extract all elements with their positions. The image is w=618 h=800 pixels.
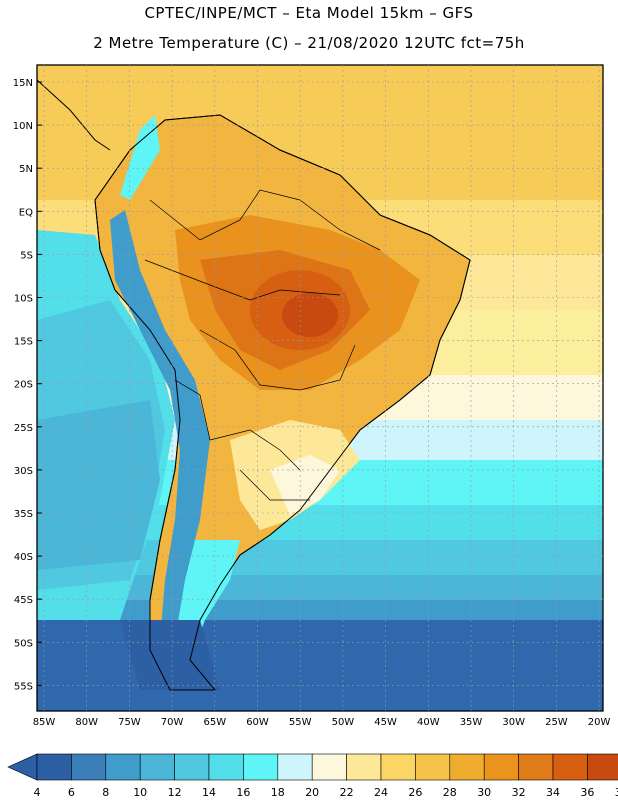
colorbar-swatch	[277, 753, 313, 781]
colorbar-swatch	[518, 753, 554, 781]
lat-label: 15N	[13, 78, 33, 89]
lon-label: 85W	[33, 717, 56, 728]
colorbar-label: 4	[34, 786, 41, 799]
map-frame	[36, 64, 604, 712]
colorbar-label: 36	[580, 786, 594, 799]
lat-label: 35S	[14, 509, 33, 520]
lat-label: 10N	[13, 121, 33, 132]
lat-label: 20S	[14, 380, 33, 391]
colorbar-swatch	[36, 753, 72, 781]
lon-label: 75W	[118, 717, 141, 728]
colorbar-label: 34	[546, 786, 560, 799]
colorbar-swatch	[552, 753, 588, 781]
lon-label: 60W	[246, 717, 269, 728]
lat-label: 45S	[14, 595, 33, 606]
colorbar-swatch	[139, 753, 175, 781]
colorbar-label: 8	[102, 786, 109, 799]
colorbar-swatch	[243, 753, 279, 781]
colorbar-swatch	[71, 753, 107, 781]
latitude-labels: 15N 10N 5N EQ 5S 10S 15S 20S 25S 30S 35S 40S 45S 50S 5…	[13, 78, 42, 692]
colorbar-arrow-left	[7, 753, 38, 781]
colorbar-label: 30	[477, 786, 491, 799]
colorbar-label: 26	[408, 786, 422, 799]
lon-label: 50W	[332, 717, 355, 728]
lat-label: 40S	[14, 552, 33, 563]
colorbar-label: 12	[168, 786, 182, 799]
lat-label: 5N	[19, 164, 33, 175]
colorbar-swatch	[346, 753, 382, 781]
lat-label: 55S	[14, 681, 33, 692]
colorbar-swatch	[449, 753, 485, 781]
colorbar-label: 32	[512, 786, 526, 799]
colorbar-swatch	[380, 753, 416, 781]
lon-label: 40W	[417, 717, 440, 728]
colorbar: 4 6 8 10 12 14 16 18 20 22 24 26 28 30 32 34 36 38	[7, 753, 618, 799]
colorbar-label: 20	[305, 786, 319, 799]
map-title-line1: CPTEC/INPE/MCT – Eta Model 15km – GFS	[144, 4, 474, 22]
lat-label: 25S	[14, 423, 33, 434]
colorbar-label: 10	[133, 786, 147, 799]
colorbar-swatch	[587, 753, 618, 781]
colorbar-swatch	[415, 753, 451, 781]
map-title-line2: 2 Metre Temperature (C) – 21/08/2020 12U…	[93, 34, 525, 52]
colorbar-swatch	[174, 753, 210, 781]
lat-label: 10S	[14, 294, 33, 305]
lon-label: 25W	[545, 717, 568, 728]
colorbar-label: 24	[374, 786, 388, 799]
colorbar-label: 28	[443, 786, 457, 799]
longitude-labels: 85W 80W 75W 70W 65W 60W 55W 50W 45W 40W 35W 30W 25W 2…	[33, 717, 611, 728]
temperature-field	[37, 65, 603, 711]
lon-label: 45W	[374, 717, 397, 728]
colorbar-label: 14	[202, 786, 216, 799]
coastline	[94, 114, 471, 691]
lat-label: 30S	[14, 466, 33, 477]
colorbar-swatch	[311, 753, 347, 781]
colorbar-label: 38	[615, 786, 618, 799]
colorbar-swatch	[483, 753, 519, 781]
lon-label: 35W	[460, 717, 483, 728]
lat-label: 50S	[14, 638, 33, 649]
lon-label: 70W	[161, 717, 184, 728]
lat-label: 5S	[20, 250, 33, 261]
lon-label: 30W	[502, 717, 525, 728]
colorbar-swatch	[105, 753, 141, 781]
lat-label: EQ	[19, 207, 33, 218]
colorbar-label: 22	[340, 786, 354, 799]
graticule	[37, 65, 603, 711]
colorbar-swatch	[208, 753, 244, 781]
colorbar-label: 18	[271, 786, 285, 799]
lon-label: 65W	[203, 717, 226, 728]
colorbar-label: 6	[68, 786, 75, 799]
lon-label: 20W	[588, 717, 611, 728]
lon-label: 80W	[75, 717, 98, 728]
lon-label: 55W	[289, 717, 312, 728]
colorbar-label: 16	[236, 786, 250, 799]
lat-label: 15S	[14, 337, 33, 348]
